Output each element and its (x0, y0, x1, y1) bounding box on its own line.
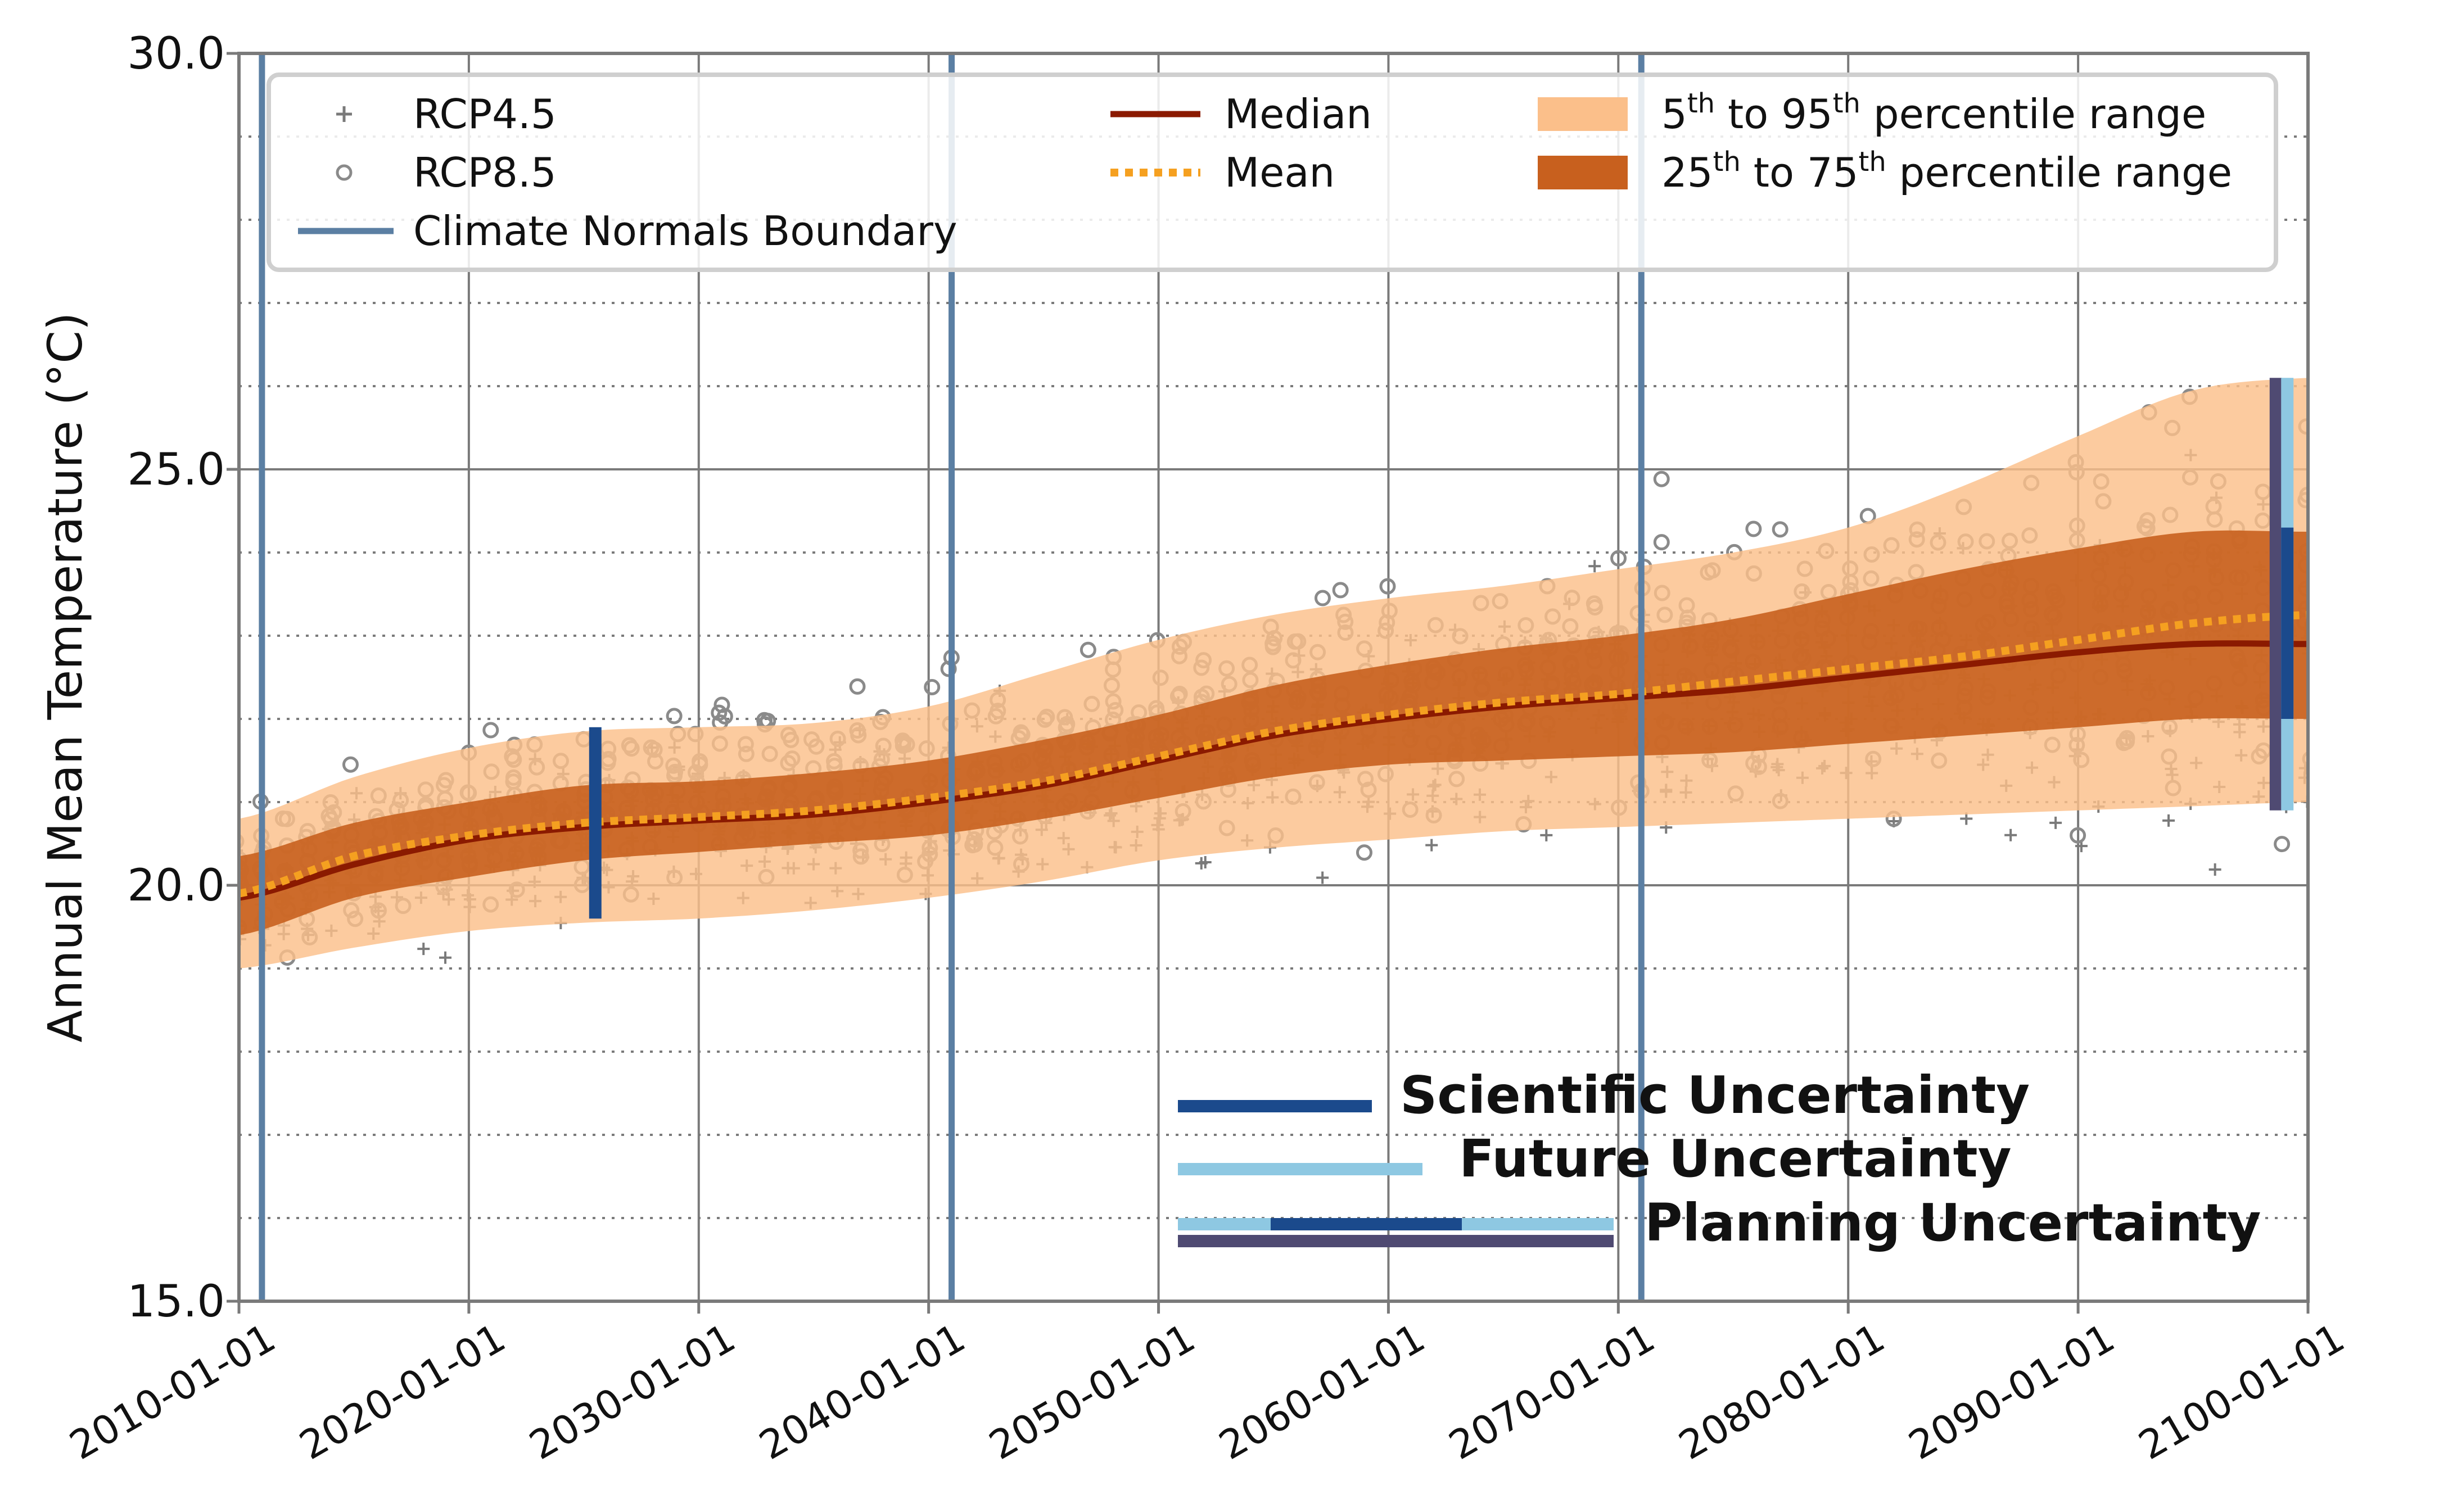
x-tick-label: 2070-01-01 (1442, 1315, 1663, 1469)
legend-label: 25th to 75th percentile range (1661, 146, 2232, 196)
x-tick-label: 2020-01-01 (292, 1315, 513, 1469)
x-tick-label: 2090-01-01 (1901, 1315, 2122, 1469)
rcp85-point (1745, 520, 1762, 537)
legend-label: Climate Normals Boundary (413, 207, 957, 255)
rcp85-point (924, 678, 941, 695)
rcp85-point (2274, 836, 2291, 853)
annot-label: Planning Uncertainty (1645, 1193, 2261, 1253)
rcp85-point (1356, 844, 1372, 861)
rcp85-point (2070, 827, 2086, 844)
rcp85-point (1314, 590, 1331, 606)
mean-line (239, 611, 2308, 898)
y-tick-label: 15.0 (127, 1276, 225, 1327)
rcp85-point (716, 708, 733, 725)
x-tick-label: 2010-01-01 (62, 1315, 283, 1469)
legend-label: RCP4.5 (413, 90, 557, 138)
y-tick-label: 25.0 (127, 445, 225, 495)
legend-label: Mean (1225, 149, 1335, 196)
rcp85-point (849, 678, 866, 695)
rcp85-point (1332, 582, 1349, 599)
rcp85-point (1610, 550, 1627, 567)
median-line (239, 640, 2308, 901)
rcp45-point (2208, 863, 2221, 876)
rcp85-point (1379, 578, 1396, 595)
legend-band-light-symbol (1538, 97, 1628, 131)
rcp85-point (482, 722, 499, 739)
rcp85-point (666, 708, 683, 725)
annot-label: Future Uncertainty (1459, 1129, 2012, 1189)
x-tick-label: 2100-01-01 (2131, 1315, 2352, 1469)
legend-band-dark-symbol (1538, 156, 1628, 189)
legend-rcp45-symbol (336, 106, 352, 122)
rcp45-point (417, 943, 430, 956)
rcp45-point (2049, 816, 2062, 829)
x-tick-label: 2040-01-01 (752, 1315, 973, 1469)
rcp85-point (1080, 641, 1096, 658)
rcp85-point (342, 756, 359, 773)
rcp45-point (2004, 829, 2017, 841)
rcp45-point (1960, 812, 1973, 825)
plot-frame (237, 52, 2310, 1303)
rcp45-point (1425, 839, 1438, 852)
x-tick-label: 2060-01-01 (1212, 1315, 1433, 1469)
legend-label: Median (1225, 90, 1372, 138)
x-tick-label: 2030-01-01 (522, 1315, 743, 1469)
rcp85-point (1653, 470, 1670, 487)
legend-box (267, 73, 2278, 272)
rcp45-point (439, 951, 452, 964)
y-axis-label: Annual Mean Temperature (°C) (38, 312, 93, 1042)
legend-label: RCP8.5 (413, 149, 557, 196)
x-tick-label: 2050-01-01 (982, 1315, 1203, 1469)
x-tick-label: 2080-01-01 (1671, 1315, 1892, 1469)
rcp45-point (1195, 857, 1208, 870)
y-tick-label: 30.0 (127, 29, 225, 79)
legend-label: 5th to 95th percentile range (1661, 88, 2206, 138)
rcp45-point (1540, 829, 1553, 841)
y-tick-label: 20.0 (127, 861, 225, 911)
rcp45-point (1316, 871, 1329, 884)
rcp85-point (1772, 521, 1788, 538)
annot-label: Scientific Uncertainty (1400, 1065, 2030, 1125)
rcp45-point (1588, 560, 1601, 573)
rcp85-point (1653, 534, 1670, 551)
rcp45-point (2162, 814, 2175, 827)
legend-rcp85-symbol (336, 164, 353, 181)
